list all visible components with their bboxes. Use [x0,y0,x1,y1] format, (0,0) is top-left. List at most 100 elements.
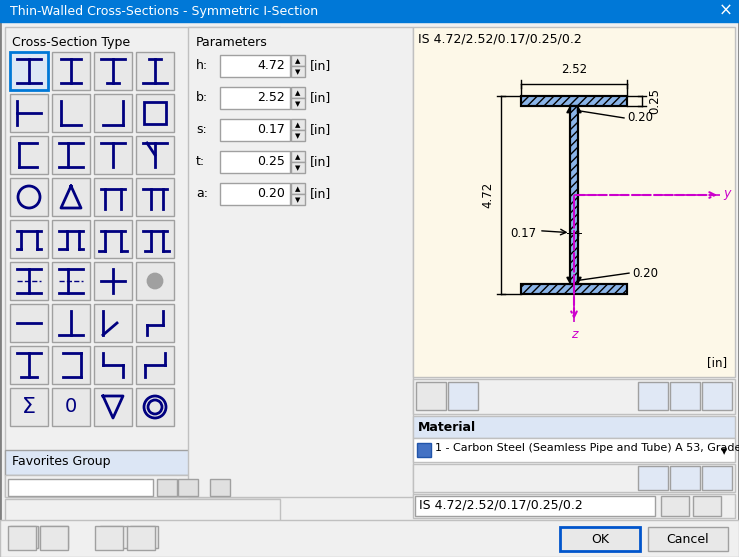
Text: ▼: ▼ [296,197,301,203]
Bar [178,479,198,496]
Bar [136,388,174,426]
Text: ▲: ▲ [296,122,301,128]
Text: z: z [571,328,577,341]
Bar [157,479,177,496]
Bar [638,466,668,490]
Bar [702,382,732,410]
Bar [52,178,90,216]
Text: ▲: ▲ [296,58,301,64]
Bar [94,304,132,342]
Bar [94,178,132,216]
Text: 0.25: 0.25 [257,155,285,168]
Text: [in]: [in] [310,123,331,136]
Text: b:: b: [196,91,208,104]
Bar [413,27,735,377]
Text: 2.52: 2.52 [257,91,285,104]
Bar [10,526,38,548]
Bar [52,346,90,384]
Bar [52,388,90,426]
Bar [8,479,153,496]
Bar [136,52,174,90]
Bar [291,194,305,205]
Text: Σ: Σ [22,397,36,417]
Text: y: y [723,187,730,199]
Bar [0,0,739,22]
Text: 0: 0 [65,398,77,417]
Text: 0.20: 0.20 [627,111,653,124]
Bar [94,94,132,132]
Bar [661,496,689,516]
Text: Favorites Group: Favorites Group [12,455,111,468]
Bar [415,496,655,516]
Bar [648,527,728,551]
Bar [220,183,290,205]
Text: t:: t: [196,155,205,168]
Bar [52,136,90,174]
Text: Cross-Section Type: Cross-Section Type [12,36,130,49]
Text: 0.17: 0.17 [510,227,536,240]
Bar [291,66,305,77]
Bar [10,262,48,300]
Text: Cancel: Cancel [667,533,709,546]
Polygon shape [567,277,571,284]
Text: IS 4.72/2.52/0.17/0.25/0.2: IS 4.72/2.52/0.17/0.25/0.2 [418,33,582,46]
Bar [291,130,305,141]
Bar [10,220,48,258]
Bar [136,178,174,216]
Bar [291,162,305,173]
Bar [413,416,735,438]
Polygon shape [567,106,571,113]
Bar [94,220,132,258]
Bar [702,466,732,490]
Bar [413,438,735,462]
Bar [670,466,700,490]
Text: ▲: ▲ [296,186,301,192]
Text: [in]: [in] [310,187,331,200]
Bar [5,27,280,497]
Bar [413,494,735,518]
Bar [40,526,68,548]
Bar [413,464,735,492]
Text: ▼: ▼ [296,101,301,107]
Text: OK: OK [591,533,609,546]
Bar [693,496,721,516]
Bar [94,52,132,90]
Bar [521,284,627,294]
Bar [521,96,627,106]
Bar [5,475,280,497]
Text: ▾: ▾ [721,445,727,458]
Bar [52,94,90,132]
Bar [136,220,174,258]
Text: 0.20: 0.20 [632,267,658,280]
Text: ▼: ▼ [296,165,301,171]
Bar [188,27,413,497]
Bar [210,479,230,496]
Bar [136,136,174,174]
Bar [220,119,290,141]
Text: 4.72: 4.72 [257,59,285,72]
Text: ▲: ▲ [296,90,301,96]
Bar [52,304,90,342]
Bar [100,526,128,548]
Bar [560,527,640,551]
Bar [448,382,478,410]
Bar [10,178,48,216]
Bar [670,382,700,410]
Bar [571,106,578,284]
Text: Parameters: Parameters [196,36,268,49]
Text: a:: a: [196,187,208,200]
Text: ×: × [719,2,733,20]
Bar [10,52,48,90]
Bar [10,136,48,174]
Bar [220,87,290,109]
Text: h:: h: [196,59,208,72]
Bar [521,96,627,106]
Polygon shape [578,106,581,113]
Bar [136,304,174,342]
Text: 0.20: 0.20 [257,187,285,200]
Bar [127,526,155,550]
Circle shape [148,274,162,288]
Bar [10,346,48,384]
Bar [10,388,48,426]
Bar [291,119,305,130]
